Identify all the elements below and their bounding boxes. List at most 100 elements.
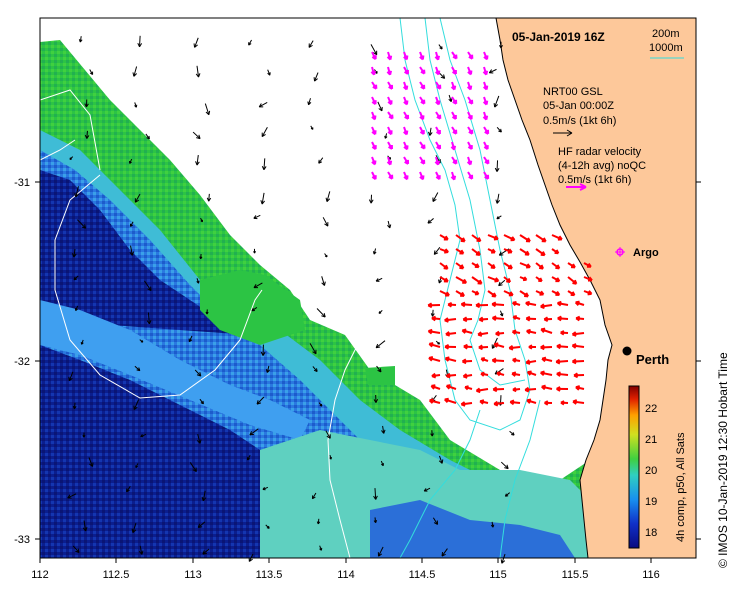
radar-arrow: [480, 371, 489, 377]
radar-arrow: [544, 400, 553, 406]
model-arrow: [500, 553, 506, 564]
model-arrow: [311, 492, 317, 500]
radar-arrow: [435, 126, 441, 135]
radar-arrow: [371, 141, 377, 150]
radar-arrow: [450, 81, 457, 91]
radar-arrow: [467, 51, 474, 60]
radar-arrow: [519, 262, 531, 269]
radar-arrow: [451, 51, 458, 60]
radar-arrow: [428, 398, 441, 404]
contour-legend-1000m: 1000m: [649, 42, 683, 54]
model-arrow: [192, 131, 201, 140]
radar-arrow: [471, 248, 481, 256]
model-arrow: [132, 66, 138, 77]
radar-arrow: [503, 262, 513, 270]
sst-region-dark-south: [40, 345, 260, 558]
radar-arrow: [526, 370, 537, 376]
radar-arrow: [431, 315, 441, 322]
model-arrow: [490, 521, 495, 528]
radar-arrow: [455, 290, 465, 297]
radar-arrow: [471, 234, 482, 243]
model-arrow: [373, 394, 379, 403]
radar-arrow: [575, 385, 585, 391]
radar-arrow: [508, 345, 521, 351]
model-arrow: [441, 548, 448, 557]
model-arrow: [494, 160, 500, 172]
radar-arrow: [478, 344, 489, 351]
model-arrow: [196, 278, 200, 284]
model-arrow: [498, 279, 506, 287]
radar-arrow: [571, 343, 585, 349]
model-arrow: [324, 253, 328, 258]
model-arrow: [71, 248, 77, 258]
radar-legend-arrow: [566, 183, 587, 191]
radar-arrow: [428, 356, 441, 362]
radar-arrow: [556, 386, 569, 392]
radar-arrow: [511, 371, 521, 377]
radar-arrow: [483, 51, 489, 61]
radar-arrow: [574, 300, 585, 306]
argo-label: Argo: [633, 247, 659, 259]
model-arrow: [68, 371, 74, 382]
model-arrow: [499, 310, 504, 317]
radar-arrow: [439, 262, 449, 270]
radar-arrow: [573, 372, 585, 379]
model-arrow: [258, 102, 268, 108]
radar-arrow: [519, 276, 528, 282]
radar-arrow: [503, 290, 514, 297]
model-arrow: [260, 192, 266, 205]
model-arrow: [372, 248, 377, 255]
radar-arrow: [583, 290, 593, 296]
model-arrow: [375, 277, 383, 282]
model-arrow: [78, 36, 83, 43]
model-arrow: [310, 125, 314, 130]
model-arrow: [137, 35, 143, 48]
colorbar-tick-label: 21: [645, 434, 657, 446]
radar-arrow: [525, 359, 537, 365]
x-tick-label: 114: [337, 569, 355, 581]
model-arrow: [129, 245, 135, 256]
perth-label: Perth: [636, 352, 669, 367]
sst-field: [40, 40, 600, 558]
model-arrow: [248, 39, 252, 46]
model-arrow: [430, 309, 435, 317]
radar-arrow: [540, 370, 553, 377]
model-arrow: [247, 454, 251, 461]
radar-arrow: [567, 290, 576, 297]
radar-arrow: [526, 398, 537, 404]
radar-arrow: [556, 343, 569, 350]
model-arrow: [423, 487, 431, 492]
contour-200m: [399, 18, 531, 431]
x-tick-label: 113.5: [256, 569, 283, 581]
radar-arrow: [551, 276, 561, 283]
radar-legend-line3: 0.5m/s (1kt 6h): [558, 174, 631, 186]
model-arrow: [325, 430, 331, 439]
radar-arrow: [512, 301, 521, 307]
model-arrow: [504, 492, 511, 497]
radar-arrow: [535, 276, 543, 283]
model-arrow: [129, 158, 133, 164]
radar-arrow: [403, 141, 409, 151]
model-arrow: [204, 103, 211, 116]
radar-arrow: [551, 234, 563, 241]
model-arrow: [318, 157, 324, 164]
radar-arrow: [455, 276, 468, 284]
radar-arrow: [386, 156, 393, 166]
radar-arrow: [478, 316, 489, 323]
model-arrow: [430, 430, 434, 437]
model-arrow: [509, 430, 515, 436]
radar-arrow: [482, 81, 489, 91]
model-arrow: [138, 545, 144, 555]
colorbar-tick-label: 22: [645, 403, 657, 415]
radar-arrow: [435, 111, 442, 120]
contour-south: [399, 409, 481, 558]
radar-arrow: [466, 81, 473, 91]
model-arrow: [82, 520, 88, 532]
x-tick-label: 112: [31, 569, 49, 581]
y-tick-label: -31: [14, 177, 30, 189]
radar-arrow: [482, 96, 489, 106]
model-arrow: [74, 186, 79, 198]
radar-arrow: [439, 276, 449, 283]
x-tick-label: 114.5: [409, 569, 436, 581]
radar-arrow: [493, 400, 505, 407]
